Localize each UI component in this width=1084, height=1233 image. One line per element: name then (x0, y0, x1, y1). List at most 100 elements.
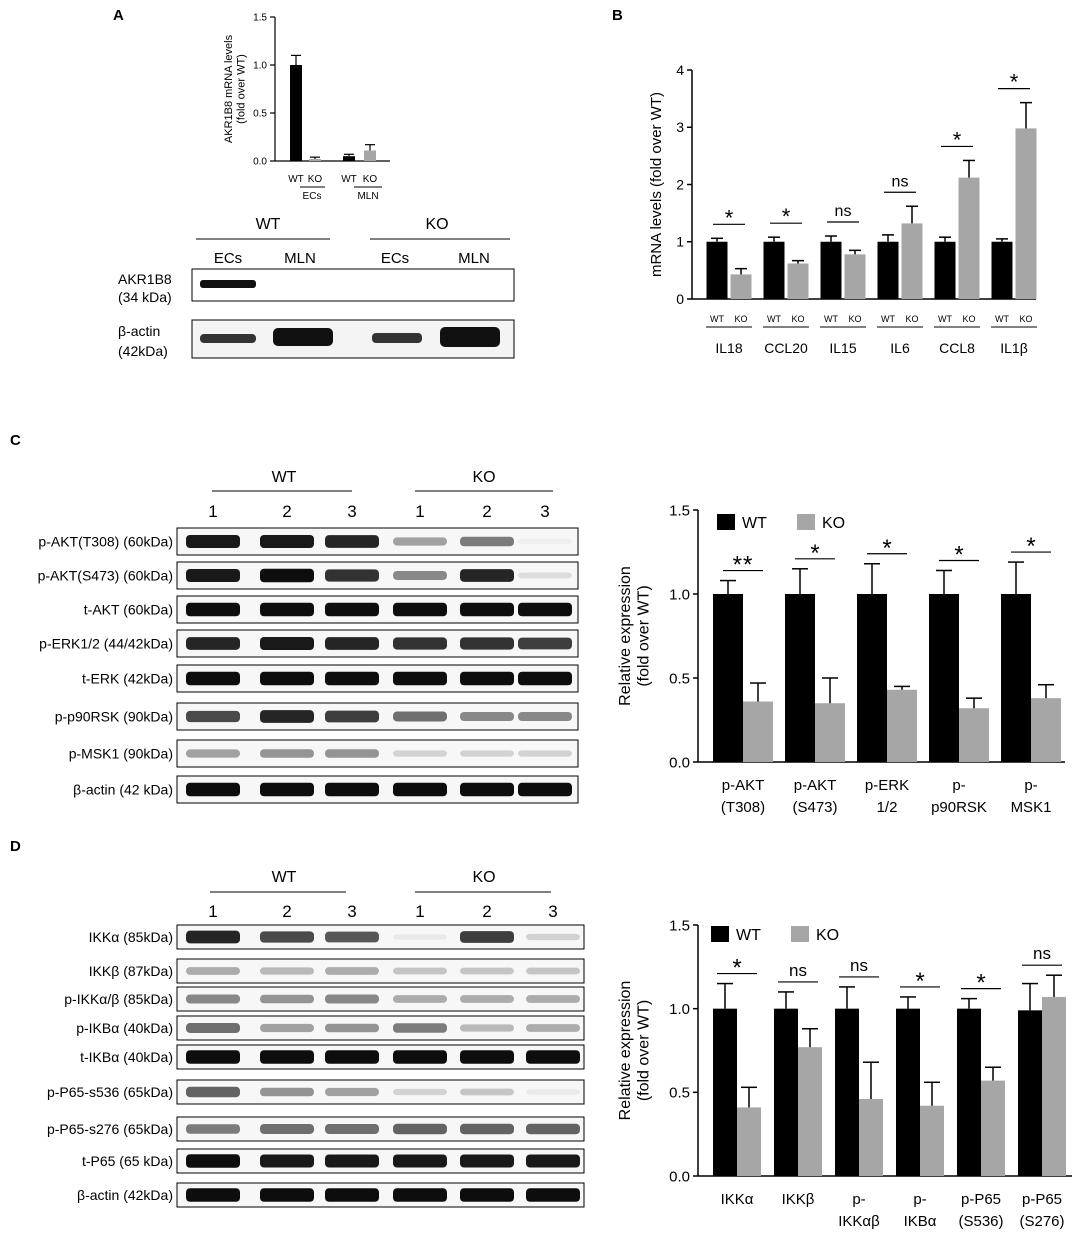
blot-lane-number: 1 (415, 502, 424, 521)
blot-band (526, 1154, 580, 1168)
legend-label: WT (736, 927, 761, 944)
blot-a-band (200, 334, 256, 343)
blot-band (260, 1124, 314, 1134)
bar-label: WT (341, 174, 357, 185)
y-tick-label: 1.5 (669, 917, 690, 934)
blot-row-label: p-AKT(T308) (60kDa) (38, 534, 173, 550)
x-tick-label: (T308) (721, 799, 765, 816)
blot-row-label: t-AKT (60kDa) (84, 602, 173, 618)
bar (920, 1105, 944, 1176)
bar-label: WT (938, 314, 952, 324)
x-tick-label: (S276) (1019, 1213, 1064, 1230)
bar (713, 594, 743, 762)
blot-band (518, 782, 572, 797)
blot-box (176, 1079, 585, 1105)
blot-band (393, 1050, 447, 1064)
blot-box (176, 1182, 585, 1208)
blot-band (325, 602, 379, 617)
blot-band (260, 967, 314, 975)
y-axis-label: Relative expression(fold over WT) (617, 981, 652, 1121)
y-tick-label: 4 (676, 62, 684, 78)
blot-band (526, 1123, 580, 1135)
x-tick-label: p- (852, 1191, 865, 1208)
blot-band (325, 1154, 379, 1168)
blot-box (176, 986, 585, 1012)
blot-band (260, 602, 314, 617)
bar (309, 159, 321, 161)
blot-band (260, 1154, 314, 1168)
blot-band (393, 967, 447, 975)
bar (706, 241, 728, 299)
significance-mark: * (725, 205, 734, 230)
y-tick-label: 1.5 (669, 502, 690, 519)
x-tick-label: IKKβ (782, 1191, 815, 1208)
blot-band (393, 934, 447, 940)
blot-band (460, 536, 514, 547)
x-tick-label: IL15 (829, 340, 856, 356)
x-tick-label: IKBα (904, 1213, 937, 1230)
blot-lane-number: 2 (482, 502, 491, 521)
blot-band (460, 1088, 514, 1096)
bar (981, 1080, 1005, 1176)
legend-label: KO (822, 515, 845, 532)
y-tick-label: 0.5 (253, 109, 267, 120)
blot-row-label: p-ERK1/2 (44/42kDa) (39, 636, 173, 652)
bar (959, 708, 989, 762)
blot-band (325, 1124, 379, 1134)
blot-band (260, 534, 314, 549)
x-tick-label: p-ERK (865, 777, 909, 794)
blot-band (460, 602, 514, 617)
y-axis-label: mRNA levels (fold over WT) (648, 92, 665, 277)
bar-label: WT (710, 314, 724, 324)
blot-row-label: p-p90RSK (90kDa) (55, 709, 173, 725)
bar (958, 177, 980, 299)
legend-swatch (791, 926, 809, 942)
blot-band (325, 749, 379, 758)
bar-label: WT (881, 314, 895, 324)
blot-a-wt-label: WT (256, 216, 281, 233)
blot-a-lane: ECs (381, 250, 409, 267)
y-tick-label: 2 (676, 176, 684, 192)
blot-a-band (200, 280, 256, 288)
blot-row-label: t-ERK (42kDa) (82, 671, 173, 687)
blot-row-label: t-IKBα (40kDa) (80, 1049, 173, 1065)
x-tick-label: p- (952, 777, 965, 794)
blot-band (186, 1124, 240, 1134)
blot-band (460, 782, 514, 797)
blot-band (393, 671, 447, 686)
blot-band (325, 1188, 379, 1202)
blot-band (186, 1023, 240, 1033)
blot-lane-number: 3 (548, 902, 557, 921)
blot-band (186, 967, 240, 975)
blot-a-lane: ECs (214, 250, 242, 267)
y-axis-label: Relative expression(fold over WT) (617, 566, 652, 706)
legend-label: WT (742, 515, 767, 532)
blot-box (176, 958, 585, 984)
blot-box (176, 1044, 585, 1070)
x-tick-label: p-P65 (961, 1191, 1001, 1208)
bar (929, 594, 959, 762)
blot-a: WT KO ECs MLN ECs MLN AKR1B8 (34 kDa) β-… (118, 216, 515, 359)
significance-mark: ns (892, 173, 909, 190)
blot-box (176, 1116, 585, 1142)
bar (290, 65, 302, 161)
bar-label: KO (1019, 314, 1032, 324)
blot-band (260, 636, 314, 651)
bar (1001, 594, 1031, 762)
significance-mark: ** (733, 552, 754, 579)
panel-label-d: D (10, 838, 21, 855)
blot-band (325, 1023, 379, 1033)
bar (364, 150, 376, 161)
blot-a-row-label: AKR1B8 (118, 271, 172, 287)
blot-lane-number: 2 (282, 502, 291, 521)
chart-c: 0.0 0.5 1.0 1.5 Relative expression(fold ove… (617, 502, 1065, 816)
blot-band (460, 995, 514, 1003)
blot-band (260, 1188, 314, 1202)
bar (1042, 996, 1066, 1176)
y-tick-label: 1.0 (669, 586, 690, 603)
group-label: MLN (357, 191, 378, 202)
bar (887, 689, 917, 762)
y-tick-label: 0.0 (669, 1168, 690, 1185)
x-tick-label: p-AKT (794, 777, 837, 794)
blot-band (526, 1050, 580, 1064)
